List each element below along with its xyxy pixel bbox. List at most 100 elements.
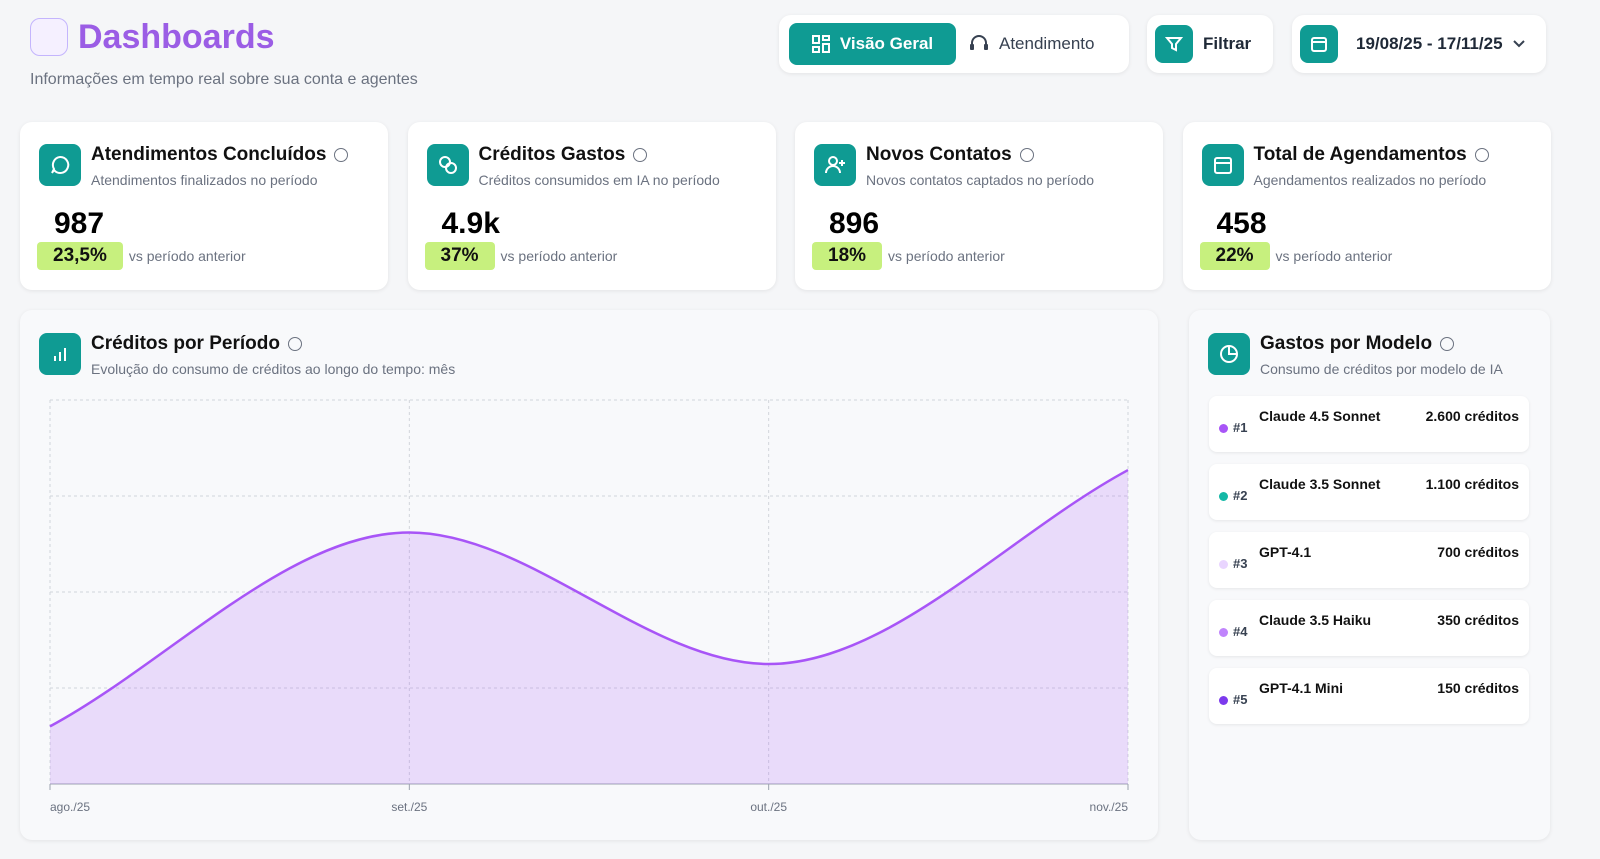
kpi-icon	[39, 144, 81, 186]
kpi-change-row: 23,5% vs período anterior	[37, 242, 246, 270]
info-icon	[1474, 147, 1489, 162]
chart-subtitle: Evolução do consumo de créditos ao longo…	[91, 361, 456, 377]
kpi-value: 4.9k	[441, 207, 500, 240]
chart-panel: Créditos por Período Evolução do consumo…	[20, 310, 1158, 840]
kpi-card: Novos Contatos Novos contatos captados no…	[795, 122, 1163, 290]
kpi-icon	[1201, 144, 1244, 186]
tabs: Visão Geral Atendimento	[779, 15, 1129, 73]
kpi-value: 458	[1216, 207, 1267, 240]
kpi-title: Novos Contatos	[866, 144, 1034, 166]
kpi-value: 896	[829, 207, 880, 240]
chevron	[1512, 40, 1525, 48]
model-color-dot	[1219, 696, 1228, 705]
model-color-dot	[1219, 628, 1228, 637]
model-color-dot	[1219, 424, 1228, 433]
chart-title: Créditos por Período	[91, 333, 302, 355]
chart-icon	[39, 333, 81, 375]
model-color-dot	[1219, 560, 1228, 569]
model-name: GPT-4.1	[1259, 544, 1312, 560]
logo-icon	[30, 18, 68, 56]
info-icon	[334, 147, 349, 162]
kpi-change-row: 18% vs período anterior	[812, 242, 1005, 270]
info-icon	[633, 147, 648, 162]
kpi-card: Créditos Gastos Créditos consumidos em IA…	[407, 122, 776, 290]
model-rank: #1	[1233, 420, 1248, 435]
headset-icon	[970, 35, 988, 50]
kpi-subtitle: Créditos consumidos em IA no período	[478, 172, 720, 188]
change-badge: 18%	[812, 242, 883, 270]
area-chart: ago./25 set./25 out./25 nov./25	[49, 399, 1129, 814]
models-panel: Gastos por Modelo Consumo de créditos po…	[1189, 310, 1550, 840]
x-tick-label: set./25	[391, 800, 427, 814]
comparison-text: vs período anterior	[500, 248, 618, 264]
kpi-change-row: 22% vs período anterior	[1199, 242, 1393, 270]
model-name: Claude 3.5 Haiku	[1259, 612, 1372, 628]
model-rank: #5	[1233, 692, 1248, 707]
comparison-text: vs período anterior	[1275, 248, 1393, 264]
models-title-text: Gastos por Modelo	[1260, 333, 1433, 354]
model-row: #4 Claude 3.5 Haiku 350 créditos	[1209, 600, 1529, 656]
x-tick-label: ago./25	[50, 800, 90, 814]
model-name: Claude 3.5 Sonnet	[1259, 476, 1381, 492]
tab[interactable]: Atendimento	[969, 23, 1094, 65]
filter-label: Filtrar	[1203, 34, 1252, 53]
kpi-value: 987	[54, 207, 105, 240]
x-tick-label: out./25	[750, 800, 787, 814]
kpi-icon	[814, 144, 856, 186]
chart-title-text: Créditos por Período	[91, 333, 280, 354]
model-credits: 2.600 créditos	[1425, 408, 1519, 424]
model-credits: 1.100 créditos	[1425, 476, 1519, 492]
model-credits: 150 créditos	[1437, 680, 1519, 696]
pie-icon	[1208, 333, 1250, 375]
model-row: #1 Claude 4.5 Sonnet 2.600 créditos	[1209, 396, 1529, 452]
model-row: #2 Claude 3.5 Sonnet 1.100 créditos	[1209, 464, 1529, 520]
kpi-card: Atendimentos Concluídos Atendimentos fina…	[20, 122, 388, 290]
comparison-text: vs período anterior	[128, 248, 246, 264]
tab-label: Visão Geral	[839, 34, 934, 53]
model-rank: #4	[1233, 624, 1248, 639]
date-range: 19/08/25 - 17/11/25	[1356, 34, 1503, 53]
kpi-subtitle: Atendimentos finalizados no período	[91, 172, 318, 188]
model-color-dot	[1219, 492, 1228, 501]
tab-label: Atendimento	[999, 34, 1095, 53]
kpi-subtitle: Novos contatos captados no período	[866, 172, 1095, 188]
kpi-title: Atendimentos Concluídos	[91, 144, 349, 166]
model-rank: #3	[1233, 556, 1248, 571]
model-row: #5 GPT-4.1 Mini 150 créditos	[1209, 668, 1529, 724]
kpi-title: Total de Agendamentos	[1254, 144, 1489, 166]
model-rank: #2	[1233, 488, 1248, 503]
page-subtitle: Informações em tempo real sobre sua cont…	[30, 71, 418, 88]
x-tick-label: nov./25	[1090, 800, 1129, 814]
kpi-subtitle: Agendamentos realizados no período	[1253, 172, 1487, 188]
kpi-title: Créditos Gastos	[479, 144, 648, 166]
area-fill	[50, 470, 1128, 784]
models-subtitle: Consumo de créditos por modelo de IA	[1260, 361, 1503, 377]
kpi-card: Total de Agendamentos Agendamentos realiz…	[1182, 122, 1551, 290]
filter-icon	[1155, 25, 1193, 63]
kpi-icon	[426, 144, 469, 186]
grid-icon	[811, 35, 830, 53]
models-title: Gastos por Modelo	[1260, 333, 1455, 355]
change-badge: 22%	[1199, 242, 1270, 270]
calendar-icon	[1300, 25, 1338, 63]
model-name: Claude 4.5 Sonnet	[1259, 408, 1381, 424]
area-line	[49, 468, 1129, 728]
change-badge: 37%	[424, 242, 495, 270]
info-icon	[1019, 147, 1034, 162]
kpi-title-text: Créditos Gastos	[478, 144, 626, 165]
model-row: #3 GPT-4.1 700 créditos	[1209, 532, 1529, 588]
kpi-title-text: Total de Agendamentos	[1253, 144, 1467, 165]
kpi-change-row: 37% vs período anterior	[424, 242, 618, 270]
model-name: GPT-4.1 Mini	[1259, 680, 1344, 696]
model-credits: 350 créditos	[1437, 612, 1519, 628]
kpi-title-text: Atendimentos Concluídos	[91, 144, 327, 165]
kpi-title-text: Novos Contatos	[866, 144, 1012, 165]
comparison-text: vs período anterior	[888, 248, 1005, 264]
model-credits: 700 créditos	[1437, 544, 1519, 560]
page-title: Dashboards	[78, 18, 275, 56]
change-badge: 23,5%	[37, 242, 123, 270]
tab[interactable]: Visão Geral	[789, 23, 956, 65]
date-range-picker[interactable]: 19/08/25 - 17/11/25	[1292, 15, 1546, 73]
filter-button[interactable]: Filtrar	[1147, 15, 1273, 73]
